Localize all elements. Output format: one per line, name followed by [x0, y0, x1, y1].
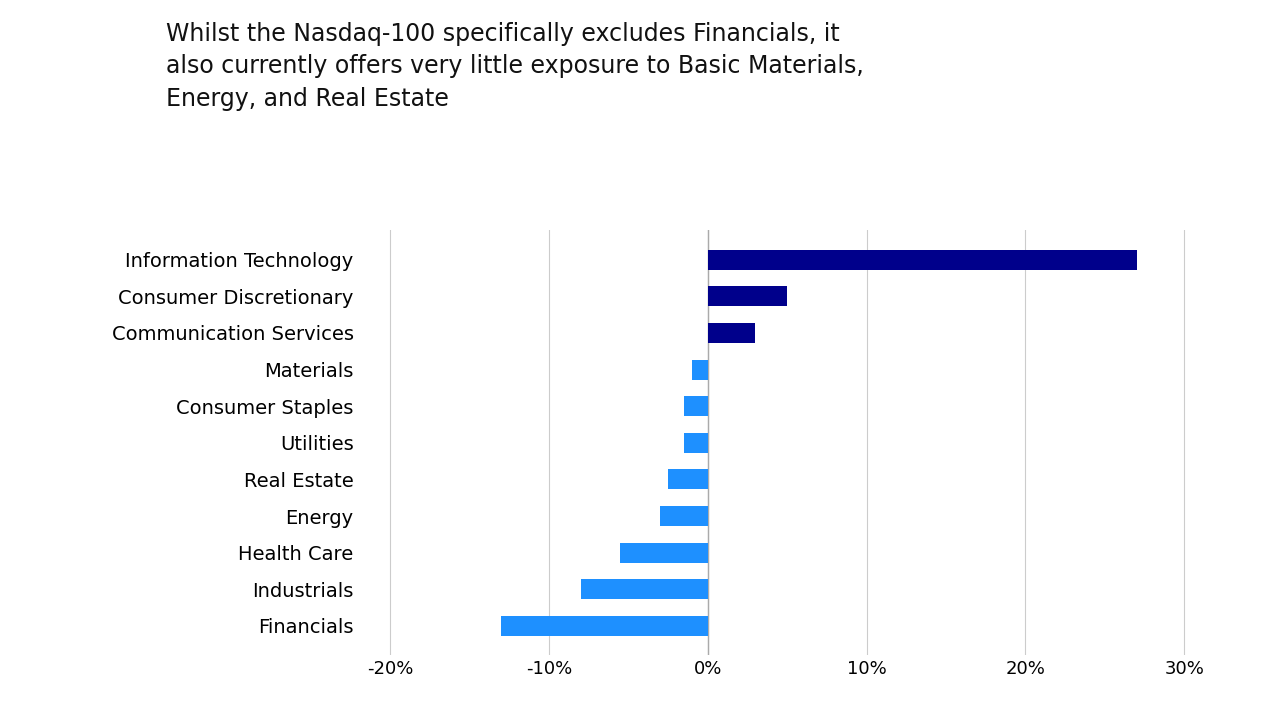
- Bar: [502, 616, 708, 636]
- Bar: [660, 506, 708, 526]
- Bar: [581, 579, 708, 599]
- Bar: [708, 323, 755, 343]
- Bar: [684, 433, 708, 453]
- Bar: [668, 469, 708, 490]
- Bar: [692, 359, 708, 379]
- Bar: [708, 250, 1137, 270]
- Bar: [708, 287, 787, 307]
- Bar: [684, 396, 708, 416]
- Text: Whilst the Nasdaq-100 specifically excludes Financials, it
also currently offers: Whilst the Nasdaq-100 specifically exclu…: [166, 22, 864, 111]
- Bar: [621, 543, 708, 563]
